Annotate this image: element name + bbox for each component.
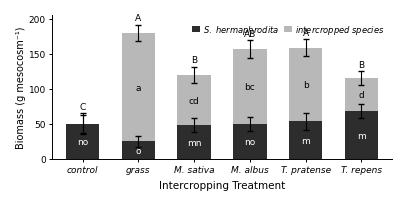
- Text: a: a: [136, 83, 141, 92]
- Text: C: C: [80, 103, 86, 112]
- Y-axis label: Biomass (g mesocosm⁻¹): Biomass (g mesocosm⁻¹): [16, 27, 26, 149]
- Text: no: no: [77, 137, 88, 146]
- Text: o: o: [136, 146, 141, 155]
- Bar: [233, 124, 266, 159]
- Bar: [289, 48, 322, 122]
- Bar: [345, 79, 378, 112]
- Text: B: B: [358, 61, 364, 70]
- Text: d: d: [358, 91, 364, 100]
- Text: m: m: [301, 136, 310, 145]
- Bar: [178, 75, 211, 126]
- Bar: [178, 126, 211, 159]
- Text: B: B: [191, 56, 197, 65]
- Text: b: b: [303, 80, 308, 89]
- Bar: [122, 142, 155, 159]
- Text: no: no: [244, 137, 256, 146]
- X-axis label: Intercropping Treatment: Intercropping Treatment: [159, 180, 285, 190]
- Bar: [289, 122, 322, 159]
- Legend: $\it{S.\ hermaphrodita}$, $\it{intercropped\ species}$: $\it{S.\ hermaphrodita}$, $\it{intercrop…: [189, 20, 388, 40]
- Text: m: m: [357, 131, 366, 140]
- Text: cd: cd: [189, 96, 200, 105]
- Text: bc: bc: [244, 83, 255, 92]
- Bar: [122, 34, 155, 142]
- Bar: [345, 112, 378, 159]
- Bar: [66, 124, 99, 159]
- Text: A: A: [135, 14, 142, 23]
- Text: A: A: [302, 29, 309, 38]
- Text: mn: mn: [187, 138, 201, 147]
- Bar: [233, 50, 266, 124]
- Text: AB: AB: [244, 30, 256, 39]
